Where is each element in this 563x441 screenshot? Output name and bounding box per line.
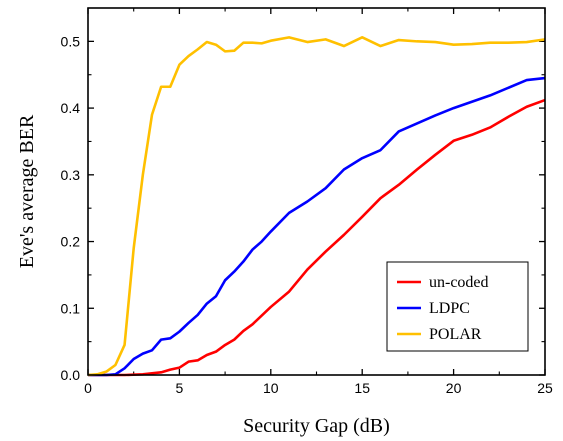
y-tick-label: 0.3 xyxy=(61,167,81,183)
x-tick-label: 15 xyxy=(354,380,370,396)
legend-label-un-coded: un-coded xyxy=(429,274,489,291)
x-tick-label: 0 xyxy=(84,380,92,396)
y-tick-label: 0.5 xyxy=(61,33,81,49)
x-axis-title: Security Gap (dB) xyxy=(243,415,390,437)
tick-layer: 0 5 10 15 20 25 0.0 0.1 0.2 0.3 0.4 0.5 xyxy=(61,8,553,396)
series-line-ldpc xyxy=(88,76,546,377)
legend-label-polar: POLAR xyxy=(429,326,482,343)
x-tick-label: 5 xyxy=(176,380,184,396)
y-tick-label: 0.2 xyxy=(61,234,81,250)
legend-items: un-coded LDPC POLAR xyxy=(397,274,489,343)
plot-frame xyxy=(87,7,546,376)
y-tick-label: 0.4 xyxy=(61,100,81,116)
series-layer xyxy=(87,36,546,377)
series-line-polar xyxy=(87,36,546,377)
series-line-un-coded xyxy=(88,98,546,377)
y-tick-label: 0.0 xyxy=(61,367,81,383)
legend-label-ldpc: LDPC xyxy=(429,300,470,317)
y-axis-title: Eve's average BER xyxy=(16,114,38,268)
x-tick-label: 25 xyxy=(537,380,553,396)
x-tick-label: 20 xyxy=(446,380,462,396)
y-tick-label: 0.1 xyxy=(61,300,81,316)
legend-box xyxy=(386,261,529,352)
legend: un-coded LDPC POLAR xyxy=(386,261,529,352)
x-tick-label: 10 xyxy=(263,380,279,396)
